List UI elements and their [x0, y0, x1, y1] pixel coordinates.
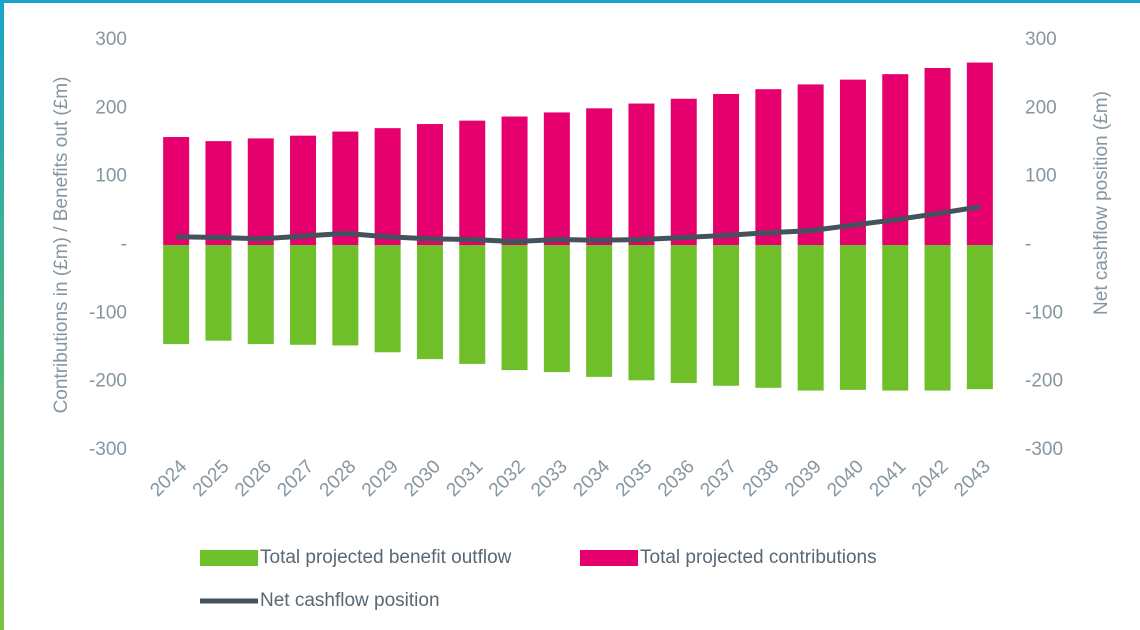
bar	[882, 245, 909, 391]
bar	[839, 245, 866, 390]
bar	[924, 68, 951, 246]
y2-tick-label: -	[1025, 234, 1031, 255]
y2-tick-label: 100	[1025, 166, 1057, 187]
x-tick-label: 2025	[189, 456, 234, 501]
bar	[670, 245, 697, 384]
bar	[374, 245, 401, 353]
x-tick-label: 2027	[273, 456, 318, 501]
x-tick-label: 2043	[950, 456, 995, 501]
bar	[713, 245, 740, 386]
bar	[416, 124, 443, 245]
bar	[247, 245, 274, 345]
top-border	[0, 0, 1140, 3]
bar	[628, 103, 655, 245]
bar	[755, 245, 782, 388]
y-tick-label: -200	[89, 371, 127, 392]
bar	[966, 245, 993, 390]
x-tick-label: 2037	[696, 456, 741, 501]
x-tick-label: 2038	[739, 456, 784, 501]
y2-tick-label: 200	[1025, 97, 1057, 118]
legend-label: Net cashflow position	[260, 590, 440, 611]
bar	[543, 245, 570, 373]
left-border	[0, 0, 4, 630]
bar	[416, 245, 443, 360]
x-tick-label: 2033	[527, 456, 572, 501]
x-tick-label: 2031	[443, 456, 488, 501]
bar	[163, 245, 190, 345]
bar	[797, 245, 824, 391]
bar	[501, 116, 528, 246]
legend-label: Total projected contributions	[640, 547, 877, 568]
bar	[628, 245, 655, 381]
bar	[163, 137, 190, 245]
bar	[374, 128, 401, 245]
x-tick-label: 2024	[146, 456, 191, 501]
x-tick-label: 2034	[569, 456, 614, 501]
y2-axis-title: Net cashflow position (£m)	[1091, 91, 1112, 315]
bar	[543, 112, 570, 245]
y-tick-label: -100	[89, 302, 127, 323]
y-tick-label: 200	[95, 97, 127, 118]
bar	[586, 108, 613, 245]
y-tick-label: 300	[95, 29, 127, 50]
bar	[839, 79, 866, 245]
x-tick-label: 2030	[400, 456, 445, 501]
y-tick-label: 100	[95, 166, 127, 187]
x-tick-label: 2039	[781, 456, 826, 501]
x-tick-label: 2036	[654, 456, 699, 501]
x-tick-label: 2029	[358, 456, 403, 501]
y2-tick-label: -300	[1025, 439, 1063, 460]
bar	[713, 93, 740, 245]
bar	[966, 62, 993, 245]
x-tick-label: 2042	[908, 456, 953, 501]
y2-tick-label: -200	[1025, 371, 1063, 392]
y-axis-title: Contributions in (£m) / Benefits out (£m…	[51, 77, 72, 414]
bar	[205, 245, 232, 341]
bar	[459, 120, 486, 245]
bar	[205, 141, 232, 245]
bar	[290, 245, 317, 345]
x-tick-label: 2035	[612, 456, 657, 501]
x-tick-label: 2028	[316, 456, 361, 501]
bar	[459, 245, 486, 364]
y-tick-label: -	[121, 234, 127, 255]
bar	[290, 135, 317, 245]
y2-tick-label: -100	[1025, 302, 1063, 323]
bar	[586, 245, 613, 377]
legend-label: Total projected benefit outflow	[260, 547, 512, 568]
bar	[797, 84, 824, 246]
x-tick-label: 2032	[485, 456, 530, 501]
bar	[247, 138, 274, 245]
x-tick-label: 2041	[866, 456, 911, 501]
bar	[501, 245, 528, 371]
line	[176, 204, 981, 245]
legend-swatch	[580, 550, 638, 566]
bar	[924, 245, 951, 391]
x-tick-label: 2040	[823, 456, 868, 501]
bar	[670, 98, 697, 246]
bar	[332, 245, 359, 346]
bar	[332, 131, 359, 245]
bar	[755, 89, 782, 245]
x-tick-label: 2026	[231, 456, 276, 501]
y2-tick-label: 300	[1025, 29, 1057, 50]
legend-swatch	[200, 550, 258, 566]
y-tick-label: -300	[89, 439, 127, 460]
